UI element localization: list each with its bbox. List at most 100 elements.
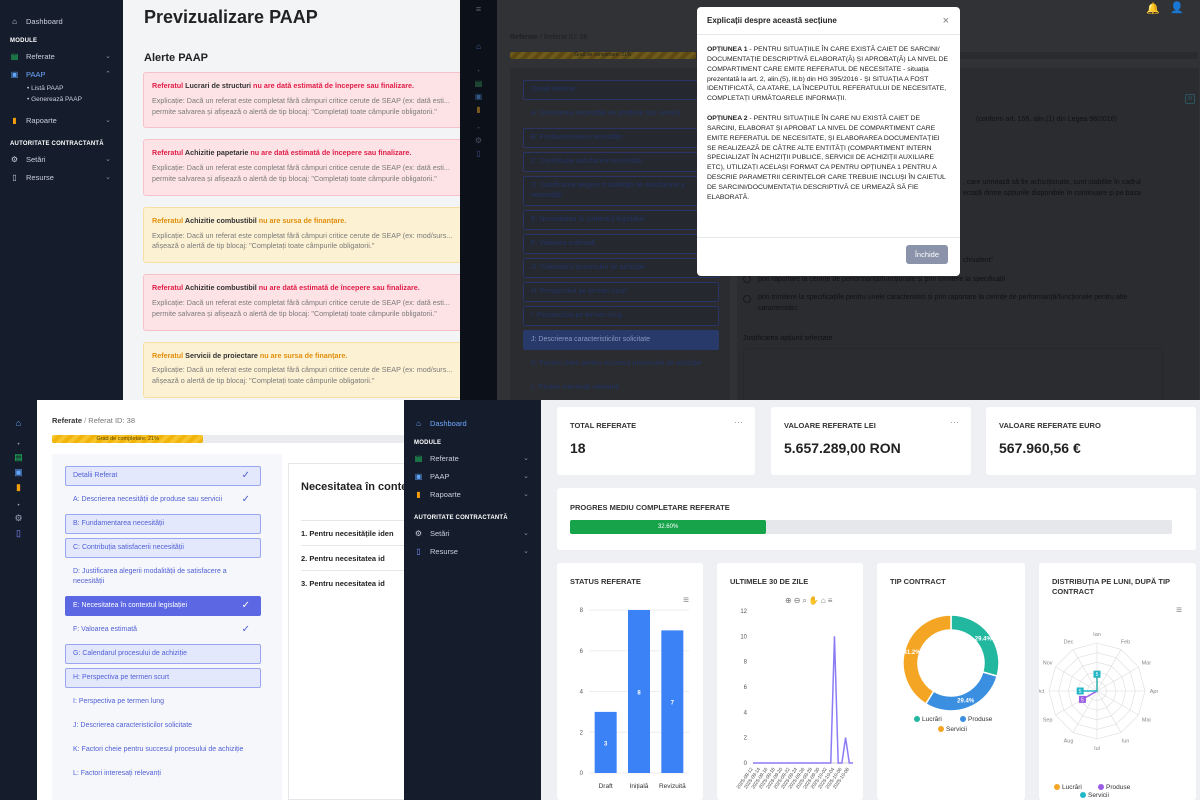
y-tick-label: 4 [744, 710, 748, 716]
section-nav-item[interactable]: E: Necesitatea în contextul legislației [523, 209, 719, 230]
section-nav-item[interactable]: J: Descrierea caracteristicilor solicita… [523, 329, 719, 350]
radio-label: prin raportare la cerințe de performanță… [758, 275, 1006, 283]
alert-referat-name: Achizitie combustibil [184, 283, 257, 293]
sidebar-item-label: Setări [26, 154, 46, 164]
sidebar-item-label: Setări [430, 528, 450, 538]
section-nav-label: E: Necesitatea în contextul legislației [73, 601, 188, 609]
alert-title: Referatul Achizitie combustibil nu are s… [152, 216, 460, 227]
radio-button[interactable] [743, 295, 751, 303]
sidebar-item-referate[interactable]: ▤ Referate ⌄ [404, 449, 541, 467]
menu-icon[interactable]: ≡ [683, 595, 689, 606]
section-nav-item[interactable]: D: Justificarea alegerii modalității de … [523, 176, 719, 206]
section-nav-item[interactable]: F: Valoarea estimată ✓ [65, 620, 261, 640]
section-nav-item[interactable]: C: Contribuția satisfacerii necesității [65, 538, 261, 558]
sidebar-item-setari[interactable]: ⚙ Setări ⌄ [404, 524, 541, 542]
section-nav-label: G: Calendarul procesului de achiziție [73, 649, 188, 657]
section-nav-item[interactable]: L: Factori interesați relevanți [65, 764, 261, 784]
briefcase-icon[interactable]: ▣ [14, 467, 23, 477]
section-nav-item[interactable]: A: Descrierea necesității de produse sau… [523, 104, 719, 124]
radar-point [1076, 687, 1084, 695]
section-nav-item[interactable]: L: Factori interesați relevanți [523, 378, 719, 398]
justification-textarea[interactable] [743, 348, 1163, 400]
section-nav-item[interactable]: Detalii Referat ✓ [65, 466, 261, 486]
question-item[interactable]: 3. Pentru necesitatea id [301, 570, 404, 595]
sidebar-item-resurse[interactable]: ▯ Resurse ⌄ [0, 168, 123, 186]
file-icon: ▯ [12, 172, 17, 182]
user-icon[interactable]: 👤 [1170, 2, 1184, 14]
more-icon[interactable]: ··· [734, 417, 743, 427]
breadcrumb-root[interactable]: Referate [510, 34, 539, 41]
section-nav-item[interactable]: B: Fundamentarea necesității [65, 514, 261, 534]
section-nav-item[interactable]: C: Contribuția satisfacerii necesității [523, 152, 719, 172]
bar-chart-icon[interactable]: ▮ [16, 482, 21, 492]
section-nav-item[interactable]: E: Necesitatea în contextul legislației ✓ [65, 595, 261, 616]
section-nav-item[interactable]: H: Perspectiva pe termen scurt [65, 667, 261, 688]
legend-label: Lucrări [922, 716, 942, 723]
sidebar-item-paap[interactable]: ▣ PAAP ⌄ [404, 467, 541, 485]
gear-icon[interactable]: ⚙ [474, 136, 483, 145]
home-icon[interactable]: ⌂ [820, 596, 828, 605]
gear-icon[interactable]: ⚙ [14, 513, 23, 523]
radio-button[interactable] [743, 275, 751, 283]
legend-marker [960, 716, 966, 722]
section-nav-item[interactable]: J: Descrierea caracteristicilor solicita… [65, 716, 261, 736]
alert-message: nu are dată estimată de începere sau fin… [251, 81, 415, 90]
sidebar-item-dashboard[interactable]: ⌂ Dashboard [0, 12, 123, 30]
close-button[interactable]: Închide [905, 245, 948, 264]
menu-icon[interactable]: ≡ [827, 596, 835, 605]
document-icon[interactable]: ▤ [14, 452, 23, 462]
search-icon[interactable]: ⌕ [802, 596, 809, 605]
section-nav-item[interactable]: Detalii Referat [523, 80, 719, 100]
section-nav-item[interactable]: I: Perspectiva pe termen lung [65, 692, 261, 712]
section-nav-item[interactable]: K: Factori cheie pentru succesul procesu… [65, 740, 261, 760]
section-nav-item[interactable]: D: Justificarea alegerii modalității de … [65, 562, 261, 592]
file-icon[interactable]: ▯ [16, 528, 21, 538]
sidebar-item-rapoarte[interactable]: ▮ Rapoarte ⌄ [404, 485, 541, 503]
question-item[interactable]: 1. Pentru necesitățile iden [301, 520, 404, 545]
check-icon: ✓ [241, 494, 250, 505]
radio-option-1[interactable]: prin raportare la cerințe de performanță… [743, 275, 1005, 283]
section-nav-item[interactable]: H: Perspectiva pe termen scurt [523, 281, 719, 302]
sidebar-item-resurse[interactable]: ▯ Resurse ⌄ [404, 542, 541, 560]
legend-marker [1054, 784, 1060, 790]
file-icon[interactable]: ▯ [476, 149, 481, 158]
section-panel: Necesitatea în conte 1. Pentru necesităț… [288, 463, 404, 800]
section-nav-label: K: Factori cheie pentru succesul procesu… [531, 359, 702, 367]
radar-spoke [1072, 690, 1098, 733]
sidebar-item-rapoarte[interactable]: ▮ Rapoarte ⌄ [0, 111, 123, 129]
more-icon[interactable]: ··· [950, 417, 959, 427]
section-nav-item[interactable]: K: Factori cheie pentru succesul procesu… [523, 354, 719, 374]
breadcrumb-root[interactable]: Referate [52, 416, 83, 425]
section-nav-item[interactable]: B: Fundamentarea necesității [523, 128, 719, 148]
home-icon[interactable]: ⌂ [15, 418, 22, 428]
sidebar-subitem-genereaza-paap[interactable]: • Generează PAAP [27, 96, 82, 103]
sidebar-item-label: PAAP [26, 69, 46, 79]
bell-icon[interactable]: 🔔 [1146, 3, 1160, 15]
info-icon[interactable]: ⚙ [1185, 94, 1195, 104]
distribution-card: DISTRIBUȚIA PE LUNI, DUPĂ TIP CONTRACT ≡… [1039, 563, 1196, 800]
section-nav-item[interactable]: G: Calendarul procesului de achiziție [523, 257, 719, 278]
pan-icon[interactable]: ✋ [808, 596, 821, 605]
question-item[interactable]: 2. Pentru necesitatea id [301, 545, 404, 570]
sidebar-item-referate[interactable]: ▤ Referate ⌄ [0, 47, 123, 65]
section-nav-item[interactable]: F: Valoarea estimată [523, 233, 719, 254]
menu-icon[interactable]: ≡ [1176, 605, 1182, 616]
page-title: Previzualizare PAAP [144, 7, 318, 27]
sidebar-subitem-lista-paap[interactable]: • Listă PAAP [27, 85, 64, 92]
sidebar-item-dashboard[interactable]: ⌂ Dashboard [404, 414, 541, 432]
close-icon[interactable]: × [942, 15, 949, 27]
bar-chart-icon[interactable]: ▮ [476, 105, 481, 114]
sidebar-item-paap[interactable]: ▣ PAAP ⌃ [0, 65, 123, 83]
section-nav-item[interactable]: A: Descrierea necesității de produse sau… [65, 490, 261, 510]
radio-option-2[interactable]: prin trimitere la specificațiile pentru … [743, 293, 1163, 314]
sidebar-item-setari[interactable]: ⚙ Setări ⌄ [0, 150, 123, 168]
home-icon[interactable]: ⌂ [476, 42, 481, 51]
document-icon[interactable]: ▤ [474, 79, 483, 88]
menu-icon[interactable]: ≡ [475, 4, 482, 14]
zoom-out-icon[interactable]: ⊖ [793, 596, 803, 605]
section-nav-item[interactable]: G: Calendarul procesului de achiziție [65, 643, 261, 664]
zoom-in-icon[interactable]: ⊕ [785, 596, 794, 605]
briefcase-icon[interactable]: ▣ [474, 92, 483, 101]
radar-spoke [1096, 666, 1139, 692]
section-nav-item[interactable]: I: Perspectiva pe termen lung [523, 305, 719, 326]
